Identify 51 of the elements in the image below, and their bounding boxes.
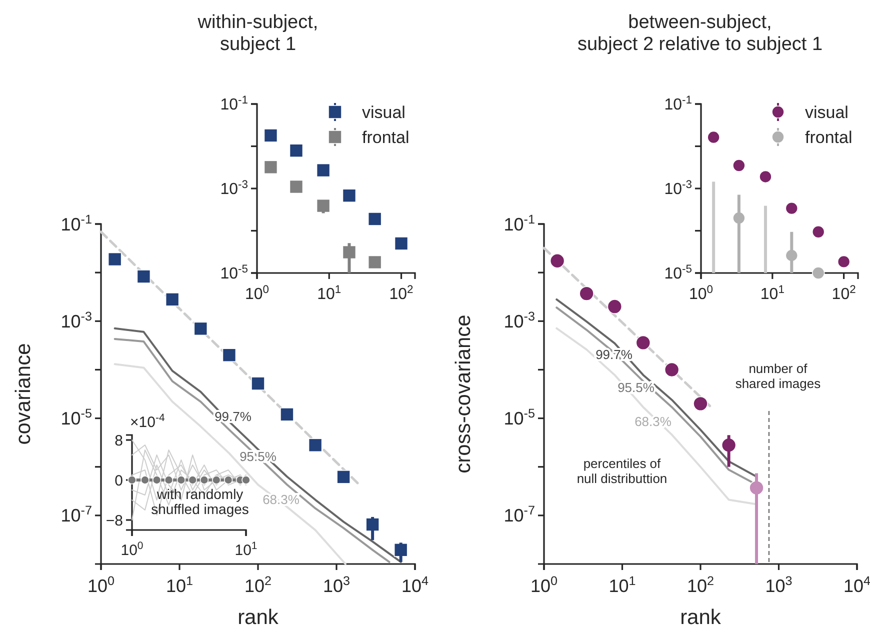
legend-label: frontal [362, 128, 410, 147]
y-tick-label: 10$^{-3}$ [220, 179, 248, 198]
x-tick-label: 10$^{0}$ [120, 540, 144, 559]
annotation: with randomly shuffled images [151, 486, 249, 517]
y-tick-label: −8 [106, 512, 123, 530]
x-tick-label: 10$^{0}$ [530, 574, 558, 596]
y-tick-label: 10$^{-7}$ [504, 504, 535, 526]
y-tick-label: 10$^{-1}$ [60, 212, 92, 234]
y-tick-label: 10$^{-7}$ [60, 504, 92, 526]
x-tick-label: 10$^{1}$ [760, 284, 784, 303]
x-tick-label: 10$^{1}$ [234, 540, 258, 559]
x-tick-label: 10$^{0}$ [244, 284, 270, 303]
y-tick-label: 10$^{-1}$ [220, 94, 248, 114]
x-tick-label: 10$^{1}$ [608, 574, 636, 596]
y-tick-label: 0 [114, 472, 123, 490]
annotation: 68.3% [262, 492, 300, 507]
y-tick-label: 10$^{-1}$ [504, 212, 535, 234]
x-tick-label: 10$^{4}$ [843, 574, 870, 596]
x-tick-label: 10$^{2}$ [389, 284, 414, 303]
ref-line-label: number of shared images [735, 361, 822, 391]
y-tick-label: 10$^{-5}$ [60, 406, 92, 429]
legend-label: visual [362, 103, 406, 122]
y-axis-title: cross-covariance [452, 314, 475, 474]
y-tick-label: 10$^{-5}$ [220, 264, 248, 283]
y-tick-label: 10$^{-3}$ [60, 309, 92, 332]
x-tick-label: 10$^{2}$ [686, 574, 714, 596]
y-tick-label: 8 [114, 432, 123, 450]
chart-title: between-subject, subject 2 relative to subject 1 [577, 12, 823, 55]
annotation: percentiles of null distributtion [576, 456, 668, 486]
legend-label: frontal [805, 128, 852, 147]
x-tick-label: 10$^{1}$ [317, 284, 342, 303]
x-tick-label: 10$^{0}$ [688, 284, 714, 303]
x-tick-label: 10$^{0}$ [87, 574, 115, 596]
x-tick-label: 10$^{3}$ [765, 574, 792, 596]
y-axis-title: covariance [12, 343, 35, 445]
y-tick-label: 10$^{-5}$ [504, 406, 535, 429]
y-tick-label: 10$^{-1}$ [664, 94, 692, 114]
x-tick-label: 10$^{3}$ [322, 574, 350, 596]
legend-label: visual [805, 103, 848, 122]
y-tick-label: 10$^{-3}$ [664, 179, 692, 198]
x-tick-label: 10$^{1}$ [166, 574, 194, 596]
y-tick-label: 10$^{-3}$ [504, 309, 535, 332]
y-tick-label: 10$^{-5}$ [664, 264, 692, 283]
x-tick-label: 10$^{4}$ [401, 574, 429, 596]
y-axis-title: ×10$^{-4}$ [130, 412, 165, 431]
x-tick-label: 10$^{2}$ [832, 284, 856, 303]
x-tick-label: 10$^{2}$ [244, 574, 272, 596]
x-axis-title: rank [680, 606, 722, 629]
x-axis-title: rank [238, 606, 279, 629]
annotation: 68.3% [634, 414, 672, 429]
chart-title: within-subject, subject 1 [196, 12, 318, 55]
